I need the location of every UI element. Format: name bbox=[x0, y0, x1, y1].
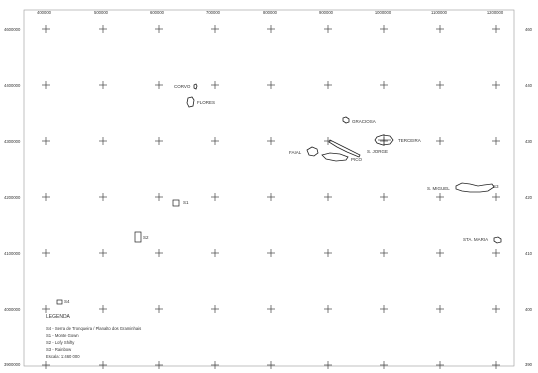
right-axis-label: 430 bbox=[525, 139, 533, 144]
top-axis: 400000 500000 600000 700000 800000 90000… bbox=[37, 10, 504, 15]
legend: LEGENDA S4 - Serra de Tronqueira / Plana… bbox=[46, 314, 141, 359]
pico-island-outline bbox=[321, 152, 349, 162]
terceira-island-outline bbox=[374, 134, 394, 146]
site-marker-label-s1: S1 bbox=[183, 200, 189, 205]
top-axis-label: 700000 bbox=[206, 10, 221, 15]
corvo-island-outline bbox=[193, 83, 198, 90]
graciosa-island-outline bbox=[342, 116, 350, 124]
legend-item: S4 - Serra de Tronqueira / Planalto dos … bbox=[46, 326, 141, 331]
left-axis-label: 4100000 bbox=[4, 251, 21, 256]
legend-item: S2 - Lofy Shifty bbox=[46, 340, 75, 345]
left-axis-label: 4400000 bbox=[4, 83, 21, 88]
left-axis-label: 4200000 bbox=[4, 195, 21, 200]
left-axis-label: 4600000 bbox=[4, 27, 21, 32]
island-labels: CORVO FLORES GRACIOSA FAIAL PICO S. JORG… bbox=[174, 84, 488, 242]
top-axis-label: 1100000 bbox=[431, 10, 448, 15]
right-axis: 460 440 430 420 410 400 390 bbox=[525, 27, 533, 367]
top-axis-label: 800000 bbox=[263, 10, 278, 15]
legend-item: S1 - Monte Gown bbox=[46, 333, 79, 338]
top-axis-label: 900000 bbox=[319, 10, 334, 15]
legend-scale: Escala: 1:460 000 bbox=[46, 354, 80, 359]
site-marker-label-s3: S3 bbox=[493, 184, 499, 189]
right-axis-label: 420 bbox=[525, 195, 533, 200]
site-marker-label-s2: S2 bbox=[143, 235, 149, 240]
left-axis: 4600000 4400000 4300000 4200000 4100000 … bbox=[4, 27, 21, 367]
flores-island-outline bbox=[186, 96, 195, 108]
island-label-sao-miguel: S. MIGUEL bbox=[427, 186, 450, 191]
island-label-faial: FAIAL bbox=[289, 150, 302, 155]
top-axis-label: 1000000 bbox=[375, 10, 392, 15]
island-label-graciosa: GRACIOSA bbox=[352, 119, 376, 124]
island-label-santa-maria: STA. MARIA bbox=[463, 237, 488, 242]
island-label-terceira: TERCEIRA bbox=[398, 138, 421, 143]
island-label-corvo: CORVO bbox=[174, 84, 191, 89]
site-marker-label-s4: S4 bbox=[64, 299, 70, 304]
santa-maria-island-outline bbox=[493, 236, 502, 244]
island-label-flores: FLORES bbox=[197, 100, 215, 105]
site-markers bbox=[56, 199, 180, 305]
island-label-sao-jorge: S. JORGE bbox=[367, 149, 388, 154]
left-axis-label: 4000000 bbox=[4, 307, 21, 312]
left-axis-label: 3900000 bbox=[4, 362, 21, 367]
right-axis-label: 460 bbox=[525, 27, 533, 32]
right-axis-label: 400 bbox=[525, 307, 533, 312]
legend-title: LEGENDA bbox=[46, 314, 71, 320]
top-axis-label: 500000 bbox=[94, 10, 109, 15]
grid-crosses bbox=[42, 25, 500, 369]
site-marker-s2-box bbox=[134, 231, 142, 243]
islands bbox=[186, 83, 502, 244]
top-axis-label: 1200000 bbox=[487, 10, 504, 15]
island-label-pico: PICO bbox=[351, 157, 363, 162]
sao-jorge-island-outline bbox=[328, 139, 361, 158]
top-axis-label: 600000 bbox=[150, 10, 165, 15]
site-marker-s1-box bbox=[172, 199, 180, 207]
site-marker-s4-box bbox=[56, 299, 63, 305]
right-axis-label: 390 bbox=[525, 362, 533, 367]
sao-miguel-island-outline bbox=[455, 182, 495, 193]
right-axis-label: 410 bbox=[525, 251, 533, 256]
site-marker-labels: S1 S2 S4 S3 bbox=[64, 184, 499, 304]
right-axis-label: 440 bbox=[525, 83, 533, 88]
top-axis-label: 400000 bbox=[37, 10, 52, 15]
faial-island-outline bbox=[306, 146, 319, 157]
legend-item: S3 - Rainbow bbox=[46, 347, 72, 352]
left-axis-label: 4300000 bbox=[4, 139, 21, 144]
map-frame bbox=[23, 9, 515, 367]
